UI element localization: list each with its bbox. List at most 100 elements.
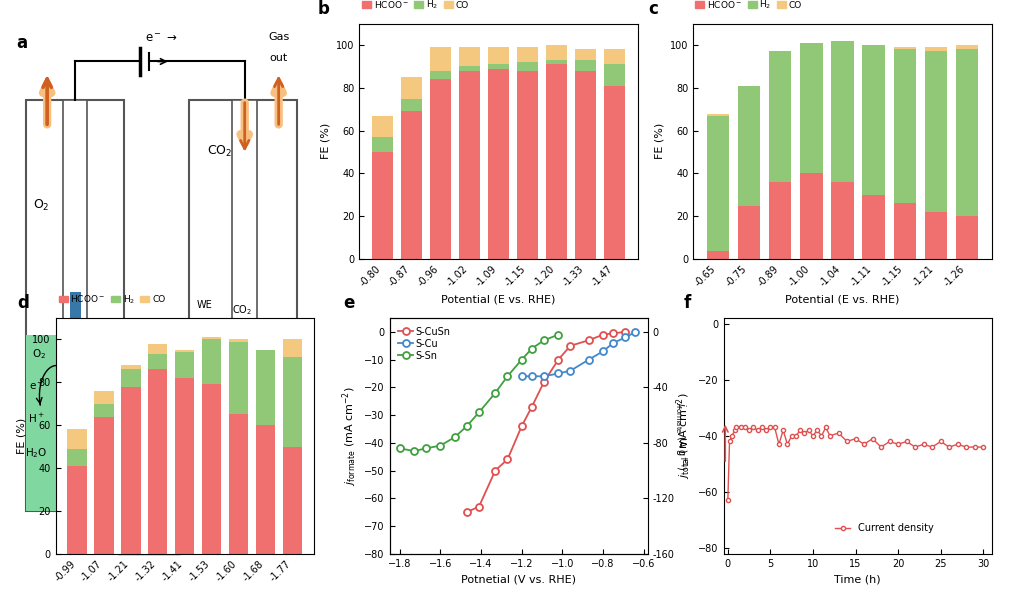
Bar: [546, 60, 566, 64]
Bar: [459, 47, 479, 67]
Bar: [706, 114, 729, 115]
Text: H$^+$: H$^+$: [146, 493, 165, 508]
Bar: [459, 71, 479, 259]
Current density: [759, 426, 771, 434]
Bar: [546, 45, 566, 60]
Bar: [175, 350, 194, 352]
S-CuSn: [488, 467, 500, 474]
Y-axis label: FE (%): FE (%): [320, 123, 331, 160]
Bar: [517, 71, 537, 259]
Bar: [954, 49, 978, 216]
Text: Products: Products: [241, 475, 285, 485]
Current density: [723, 438, 735, 445]
Bar: [768, 182, 791, 259]
X-axis label: Potential (E vs. RHE): Potential (E vs. RHE): [785, 294, 899, 305]
Bar: [893, 203, 915, 259]
Bar: [706, 115, 729, 250]
Text: CO$_2$: CO$_2$: [207, 144, 233, 158]
Bar: [954, 216, 978, 259]
Text: Gas: Gas: [268, 32, 289, 42]
Current density: [742, 426, 754, 434]
Bar: [517, 47, 537, 62]
Text: out: out: [269, 54, 287, 64]
Current density: [883, 438, 895, 445]
Current density: [950, 441, 962, 448]
Current density: [900, 438, 912, 445]
Bar: [574, 49, 595, 60]
Bar: [25, 100, 124, 511]
Bar: [228, 342, 248, 415]
S-Cu: [526, 373, 538, 380]
Bar: [175, 352, 194, 378]
Current density: [968, 444, 980, 451]
S-Cu: [538, 373, 550, 380]
Current density: [848, 435, 860, 442]
Text: CO$_2$: CO$_2$: [233, 303, 252, 317]
Current density: [959, 444, 972, 451]
Current density: [840, 438, 852, 445]
Bar: [487, 68, 509, 259]
Current density: [767, 424, 779, 431]
Text: e$^-$: e$^-$: [28, 381, 43, 392]
S-Sn: [393, 445, 405, 452]
Bar: [830, 41, 853, 182]
Bar: [202, 337, 221, 339]
S-CuSn: [552, 356, 564, 363]
Text: O$_2$: O$_2$: [32, 198, 50, 213]
Current density: [857, 441, 869, 448]
S-CuSn: [516, 423, 528, 430]
Bar: [604, 85, 625, 259]
Y-axis label: FE (%): FE (%): [654, 123, 664, 160]
Bar: [148, 355, 167, 369]
Text: CEM: CEM: [137, 530, 160, 540]
Bar: [487, 47, 509, 64]
Current density: [942, 444, 954, 451]
Y-axis label: $j_\mathrm{formate}$ (A g$^{-1}$): $j_\mathrm{formate}$ (A g$^{-1}$): [672, 401, 687, 471]
Bar: [924, 212, 946, 259]
Text: H$^+$: H$^+$: [28, 412, 44, 425]
Bar: [68, 449, 87, 466]
Legend: S-CuSn, S-Cu, S-Sn: S-CuSn, S-Cu, S-Sn: [394, 323, 454, 365]
X-axis label: Time (h): Time (h): [833, 574, 881, 584]
Bar: [768, 51, 791, 182]
Bar: [706, 250, 729, 259]
Current density: [725, 432, 737, 439]
Bar: [256, 425, 275, 554]
Bar: [94, 403, 113, 416]
S-CuSn: [582, 337, 594, 344]
Current density: [977, 444, 989, 451]
Bar: [800, 43, 822, 174]
Bar: [68, 466, 87, 554]
Bar: [861, 195, 884, 259]
Current density: [798, 429, 810, 436]
Current density: [908, 444, 920, 451]
S-Sn: [420, 445, 432, 452]
Current density: [832, 429, 844, 436]
Current density: [917, 441, 929, 448]
Text: O$_2$: O$_2$: [32, 348, 47, 361]
Bar: [233, 100, 257, 522]
Current density: [891, 441, 903, 448]
Bar: [121, 386, 141, 554]
Current density: [790, 432, 802, 439]
Text: d: d: [17, 294, 28, 313]
Current density: [934, 438, 946, 445]
Bar: [372, 152, 392, 259]
Text: H$_2$O: H$_2$O: [25, 446, 48, 459]
S-Cu: [596, 348, 609, 355]
S-Cu: [619, 334, 631, 341]
Bar: [118, 516, 180, 554]
Current density: [819, 424, 831, 431]
Bar: [202, 385, 221, 554]
Bar: [94, 416, 113, 554]
Bar: [800, 174, 822, 259]
S-Cu: [516, 373, 528, 380]
Current density: [875, 444, 887, 451]
Current density: [721, 497, 733, 504]
S-Sn: [434, 442, 446, 449]
S-CuSn: [538, 378, 550, 385]
Legend: HCOO$^-$, H$_2$, CO: HCOO$^-$, H$_2$, CO: [55, 290, 169, 309]
Bar: [430, 80, 450, 259]
Current density: [751, 426, 763, 434]
Current density: [806, 432, 818, 439]
